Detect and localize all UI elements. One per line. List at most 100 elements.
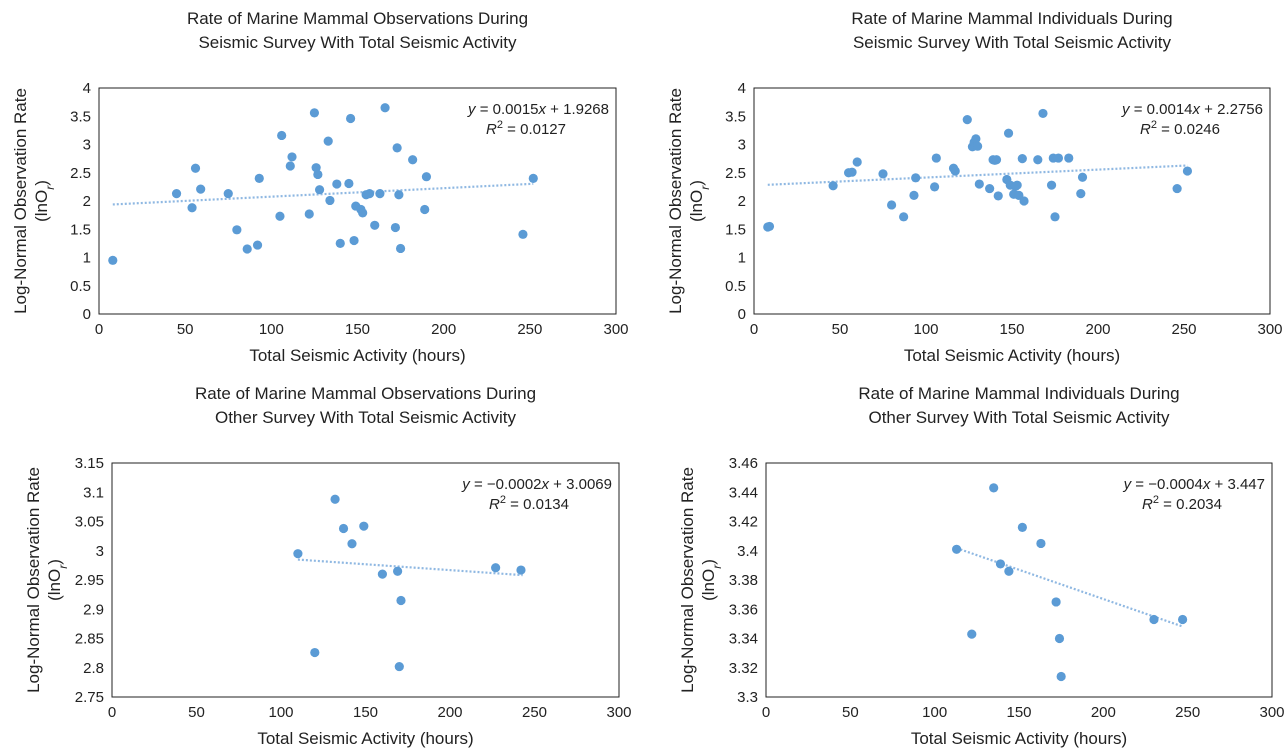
data-point	[394, 190, 404, 200]
data-point	[911, 173, 921, 183]
y-tick-label: 4	[83, 80, 91, 97]
data-point	[951, 544, 962, 554]
y-tick-label: 3.5	[70, 108, 91, 125]
y-tick-label: 3.38	[729, 572, 758, 589]
regression-equation: y = −0.0004x + 3.447	[1123, 476, 1265, 493]
data-point	[1003, 128, 1014, 138]
data-point	[392, 143, 402, 153]
x-axis-label: Total Seismic Activity (hours)	[911, 729, 1127, 748]
y-tick-label: 0.5	[725, 278, 746, 295]
data-point	[993, 191, 1003, 201]
regression-equation: y = −0.0002x + 3.0069	[461, 476, 612, 493]
x-tick-label: 100	[913, 321, 938, 338]
data-point	[491, 563, 501, 573]
data-point	[967, 629, 977, 639]
data-point	[950, 166, 960, 176]
r-squared: R2 = 0.2034	[1142, 494, 1222, 513]
data-point	[974, 179, 984, 189]
data-point	[516, 565, 526, 575]
x-tick-label: 100	[259, 321, 284, 338]
y-tick-label: 2.8	[83, 660, 104, 677]
data-point	[310, 647, 320, 658]
r-squared: R2 = 0.0246	[1140, 119, 1220, 138]
y-tick-label: 2.75	[75, 689, 104, 706]
data-point	[347, 539, 357, 549]
data-point	[878, 169, 888, 179]
data-point	[518, 229, 528, 239]
x-tick-label: 150	[999, 321, 1024, 338]
x-tick-label: 200	[431, 321, 456, 338]
y-tick-label: 2.5	[725, 165, 746, 182]
x-tick-label: 0	[750, 321, 758, 338]
x-tick-label: 250	[1171, 321, 1196, 338]
x-tick-label: 0	[762, 704, 770, 721]
x-axis-label: Total Seismic Activity (hours)	[257, 729, 473, 748]
data-point	[973, 141, 983, 151]
data-point	[764, 221, 775, 232]
y-axis-label: Log-Normal Observation Rate (lnOr)	[678, 467, 724, 693]
chart-panel-1: Rate of Marine Mammal Observations Durin…	[11, 9, 629, 365]
plot-frame	[765, 462, 1273, 698]
data-point	[1178, 614, 1188, 625]
data-point	[1033, 155, 1043, 165]
data-point	[377, 569, 387, 579]
data-point	[971, 134, 981, 144]
data-point	[1182, 166, 1193, 176]
data-point	[899, 212, 909, 222]
data-point	[232, 225, 242, 235]
data-point	[1019, 196, 1029, 206]
data-point	[393, 566, 403, 576]
data-point	[909, 190, 919, 200]
data-point	[1036, 538, 1046, 549]
data-point	[395, 243, 406, 254]
data-point	[1004, 566, 1014, 576]
data-point	[190, 163, 201, 173]
chart-panel-2: Rate of Marine Mammal Individuals During…	[666, 9, 1283, 365]
chart-title-line: Seismic Survey With Total Seismic Activi…	[198, 33, 517, 52]
y-axis-label: Log-Normal Observation Rate (lnOr)	[24, 467, 70, 693]
chart-title-line: Rate of Marine Mammal Observations Durin…	[187, 9, 528, 28]
data-point	[930, 182, 940, 192]
y-axis-label: Log-Normal Observation Rate (lnOr)	[11, 88, 57, 314]
y-tick-label: 2	[738, 193, 746, 210]
data-point	[338, 523, 349, 534]
data-point	[1064, 153, 1074, 163]
data-point	[408, 155, 418, 165]
data-point	[325, 195, 335, 206]
data-point	[396, 595, 406, 606]
data-point	[359, 521, 369, 531]
y-tick-label: 1.5	[70, 221, 91, 238]
data-point	[962, 115, 972, 125]
data-point	[1172, 183, 1182, 194]
data-point	[108, 255, 118, 265]
data-point	[344, 178, 354, 189]
data-point	[313, 169, 323, 180]
y-tick-label: 2.5	[70, 165, 91, 182]
data-point	[1017, 522, 1027, 532]
data-point	[187, 203, 197, 213]
data-point	[989, 483, 999, 493]
y-tick-label: 3.46	[729, 455, 758, 472]
data-point	[421, 172, 432, 182]
data-point	[332, 179, 342, 189]
regression-equation: y = 0.0014x + 2.2756	[1121, 101, 1263, 118]
y-tick-label: 2.95	[75, 572, 104, 589]
chart-title-line: Rate of Marine Mammal Individuals During	[858, 384, 1179, 403]
chart-title-line: Other Survey With Total Seismic Activity	[868, 408, 1170, 427]
y-tick-label: 1.5	[725, 221, 746, 238]
data-point	[287, 152, 297, 162]
x-tick-label: 300	[606, 704, 631, 721]
y-tick-label: 2.9	[83, 601, 104, 618]
data-point	[1051, 597, 1061, 607]
x-tick-label: 200	[1091, 704, 1116, 721]
y-tick-label: 3.36	[729, 601, 758, 618]
x-tick-label: 300	[603, 321, 628, 338]
x-tick-label: 150	[353, 704, 378, 721]
y-tick-label: 3	[96, 543, 104, 560]
y-tick-label: 3	[83, 137, 91, 154]
data-point	[380, 103, 390, 113]
x-tick-label: 250	[517, 321, 542, 338]
data-point	[358, 208, 368, 218]
trendline	[956, 547, 1183, 628]
